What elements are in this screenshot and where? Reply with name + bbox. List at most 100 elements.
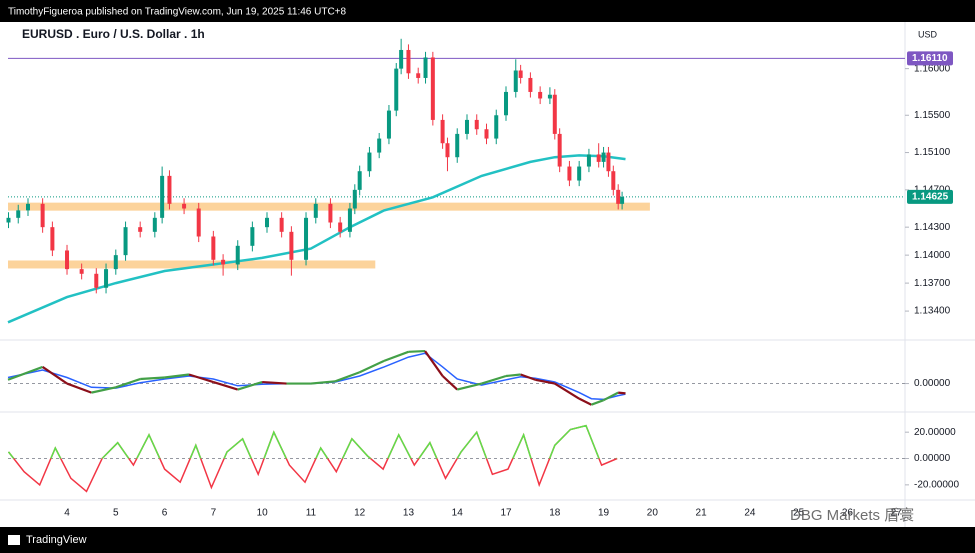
- oscillator-segment: [424, 350, 444, 377]
- y-tick-label: 1.14300: [914, 222, 951, 233]
- candle-body: [338, 222, 343, 232]
- oscillator-segment: [535, 378, 555, 385]
- oscillator-segment: [554, 382, 580, 400]
- candle-body: [399, 49, 404, 69]
- y-tick-label: 1.13400: [914, 306, 951, 317]
- candle-body: [518, 70, 523, 78]
- candle-body: [440, 119, 445, 144]
- candle-body: [211, 236, 216, 260]
- oscillator-segment: [383, 350, 409, 362]
- oscillator-segment: [91, 386, 117, 394]
- candle-body: [386, 110, 391, 139]
- candle-body: [65, 250, 70, 270]
- candle-body: [25, 203, 30, 211]
- candle-body: [50, 227, 55, 251]
- candle-body: [620, 196, 625, 204]
- candle-body: [552, 94, 557, 134]
- candle-body: [394, 68, 399, 111]
- candle-body: [367, 152, 372, 172]
- oscillator-segment: [578, 397, 592, 406]
- last-price-label: 1.14625: [912, 191, 949, 202]
- x-tick-label: 14: [452, 508, 464, 519]
- y-tick-label: 1.15500: [914, 110, 951, 121]
- oscillator-segment: [603, 391, 619, 402]
- oscillator-segment: [618, 391, 626, 395]
- candle-body: [567, 166, 572, 181]
- x-tick-label: 7: [211, 508, 217, 519]
- candle-body: [113, 255, 118, 270]
- candle-body: [606, 152, 611, 172]
- x-tick-label: 21: [696, 508, 708, 519]
- candle-body: [347, 208, 352, 232]
- candle-body: [601, 152, 606, 162]
- oscillator-segment: [505, 373, 521, 378]
- candle-body: [16, 210, 21, 218]
- candle-body: [528, 77, 533, 92]
- price-line-tag: [907, 51, 953, 66]
- oscillator-line-positive: [8, 424, 618, 459]
- x-tick-label: 24: [744, 508, 756, 519]
- candle-body: [123, 227, 128, 256]
- last-price-tag: [907, 189, 953, 204]
- candle-body: [377, 138, 382, 153]
- candle-body: [167, 175, 172, 204]
- candle-body: [430, 57, 435, 120]
- chart-title: EURUSD . Euro / U.S. Dollar . 1h: [22, 27, 205, 41]
- candle-body: [596, 154, 601, 162]
- candle-body: [455, 133, 460, 158]
- footer-logo-icon: [8, 535, 20, 545]
- oscillator-segment: [310, 380, 336, 385]
- candle-body: [152, 217, 157, 232]
- oscillator-segment: [590, 399, 604, 406]
- x-tick-label: 19: [598, 508, 610, 519]
- x-tick-label: 5: [113, 508, 119, 519]
- x-tick-label: 18: [549, 508, 561, 519]
- candle-body: [547, 94, 552, 99]
- y-tick-label: 0.00000: [914, 453, 951, 464]
- price-line-label: 1.16110: [912, 53, 948, 64]
- candle-body: [586, 154, 591, 167]
- x-tick-label: 11: [306, 508, 317, 519]
- candle-body: [138, 227, 143, 232]
- chart-layer: 4 5 6 7 10 11 12 13 14 17 18 19 20 21 24 25 26 271.160001…: [6, 38, 959, 519]
- candle-body: [406, 49, 411, 74]
- x-tick-label: 20: [647, 508, 659, 519]
- y-tick-label: 1.16000: [914, 63, 951, 74]
- oscillator-segment: [213, 380, 239, 391]
- y-tick-label: 1.13700: [914, 278, 951, 289]
- x-tick-label: 12: [354, 508, 366, 519]
- watermark: DBG Markets 盾寰: [790, 506, 914, 524]
- candle-body: [235, 245, 240, 265]
- candle-body: [279, 217, 284, 232]
- candle-body: [313, 203, 318, 218]
- candle-body: [352, 189, 357, 209]
- header-text: TimothyFigueroa published on TradingView…: [8, 7, 347, 18]
- candle-body: [538, 91, 543, 99]
- x-tick-label: 26: [842, 508, 854, 519]
- candle-body: [6, 217, 11, 223]
- candle-body: [94, 273, 99, 288]
- candle-body: [160, 175, 165, 218]
- candle-body: [557, 133, 562, 167]
- x-tick-label: 27: [891, 508, 903, 519]
- header-bar: [0, 0, 975, 22]
- y-tick-label: 20.00000: [914, 427, 956, 438]
- oscillator-segment: [441, 375, 458, 391]
- oscillator-segment: [408, 349, 426, 353]
- candle-body: [304, 217, 309, 260]
- oscillator-segment: [237, 380, 263, 391]
- footer-logo-text: TradingView: [26, 534, 87, 546]
- oscillator-segment: [42, 366, 68, 385]
- candle-body: [423, 57, 428, 78]
- candle-body: [464, 119, 469, 134]
- candle-body: [289, 231, 294, 260]
- oscillator-segment: [456, 382, 482, 391]
- x-tick-label: 17: [500, 508, 512, 519]
- oscillator-segment: [164, 373, 190, 379]
- candle-body: [40, 203, 45, 228]
- x-tick-label: 25: [793, 508, 805, 519]
- x-tick-label: 13: [403, 508, 415, 519]
- x-tick-label: 4: [64, 508, 70, 519]
- candle-body: [357, 171, 362, 190]
